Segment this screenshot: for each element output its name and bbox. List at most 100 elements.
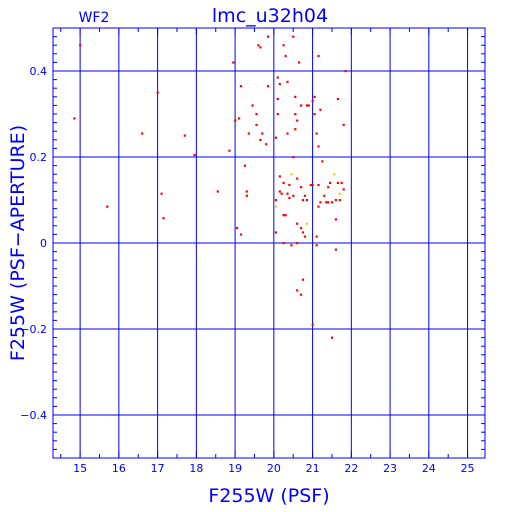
data-point [334, 199, 337, 202]
data-point [257, 44, 260, 47]
data-point [311, 183, 314, 187]
data-point [278, 175, 281, 178]
data-point [247, 132, 250, 135]
data-point [239, 85, 243, 88]
data-point [259, 46, 262, 49]
data-point [296, 222, 299, 225]
x-tick-label: 25 [461, 462, 475, 475]
data-point [73, 117, 76, 120]
data-point [282, 44, 285, 47]
data-point [79, 44, 82, 47]
data-point [336, 181, 339, 184]
data-point [317, 54, 320, 58]
data-point [303, 194, 306, 197]
data-point [160, 192, 163, 195]
data-point [315, 244, 318, 247]
y-axis-label: F255W (PSF−APERTURE) [7, 125, 29, 361]
data-point [313, 113, 316, 116]
data-point [239, 233, 243, 236]
x-tick-label: 22 [344, 462, 358, 475]
data-point [290, 173, 293, 176]
data-point [296, 289, 299, 292]
data-point [332, 173, 336, 176]
data-point [278, 82, 281, 86]
data-point [305, 104, 308, 107]
data-point [303, 235, 306, 238]
data-point [296, 119, 299, 122]
data-point [296, 242, 299, 245]
data-point [327, 201, 330, 204]
x-tick-label: 16 [112, 462, 126, 475]
data-point [255, 113, 258, 116]
data-point [276, 97, 279, 101]
data-point [313, 95, 316, 98]
data-point [234, 119, 237, 122]
data-point [274, 231, 277, 234]
data-point [245, 194, 248, 197]
data-point [317, 145, 320, 148]
data-point [301, 199, 305, 202]
x-tick-label: 17 [151, 462, 165, 475]
y-tick-label: 0.4 [30, 65, 48, 78]
data-point [232, 61, 235, 64]
data-point [294, 113, 297, 116]
data-point [338, 199, 341, 202]
data-point [292, 194, 295, 197]
data-point [267, 85, 270, 88]
data-point [216, 190, 219, 193]
data-point [327, 186, 330, 189]
data-point [294, 95, 297, 98]
data-point [301, 278, 305, 281]
data-point [284, 214, 287, 217]
data-point [300, 293, 303, 296]
chart-title: lmc_u32h04 [212, 5, 328, 27]
data-point [305, 222, 308, 225]
data-point [251, 104, 254, 107]
data-point [331, 201, 334, 204]
data-point [106, 205, 109, 208]
tick-labels: 15 16 17 18 19 20 21 22 23 24 25 −0.4 −0.2 0 0.2 0.4 [20, 65, 474, 475]
y-tick-label: 0.2 [30, 151, 48, 164]
data-point [300, 186, 303, 189]
data-point [286, 132, 289, 135]
data-point [305, 199, 308, 202]
x-tick-label: 19 [228, 462, 242, 475]
data-point [325, 201, 328, 204]
x-tick-label: 20 [267, 462, 281, 475]
data-point [284, 54, 287, 58]
data-point [311, 100, 314, 103]
data-point [261, 132, 264, 135]
data-point [156, 91, 159, 94]
data-point [300, 226, 303, 230]
data-point [282, 181, 285, 184]
data-points [73, 35, 347, 339]
data-point [255, 123, 258, 126]
data-point [245, 190, 248, 193]
data-point [282, 214, 285, 217]
data-point [274, 205, 277, 208]
data-point [228, 149, 231, 152]
data-point [321, 160, 324, 163]
data-point [183, 134, 186, 137]
plot-frame [52, 27, 486, 459]
data-point [276, 76, 279, 79]
data-point [292, 35, 295, 38]
data-point [298, 61, 301, 64]
data-point [265, 143, 268, 146]
data-point [311, 323, 314, 326]
x-axis-label: F255W (PSF) [208, 485, 329, 507]
data-point [238, 117, 241, 120]
x-tick-label: 15 [73, 462, 87, 475]
data-point [317, 205, 320, 208]
y-tick-label: −0.4 [20, 409, 47, 422]
data-point [290, 244, 293, 247]
data-point [243, 164, 246, 167]
data-point [323, 194, 326, 197]
data-point [342, 123, 345, 126]
data-point [286, 192, 289, 195]
data-point [319, 201, 322, 204]
x-tick-label: 23 [383, 462, 397, 475]
data-point [319, 108, 322, 111]
